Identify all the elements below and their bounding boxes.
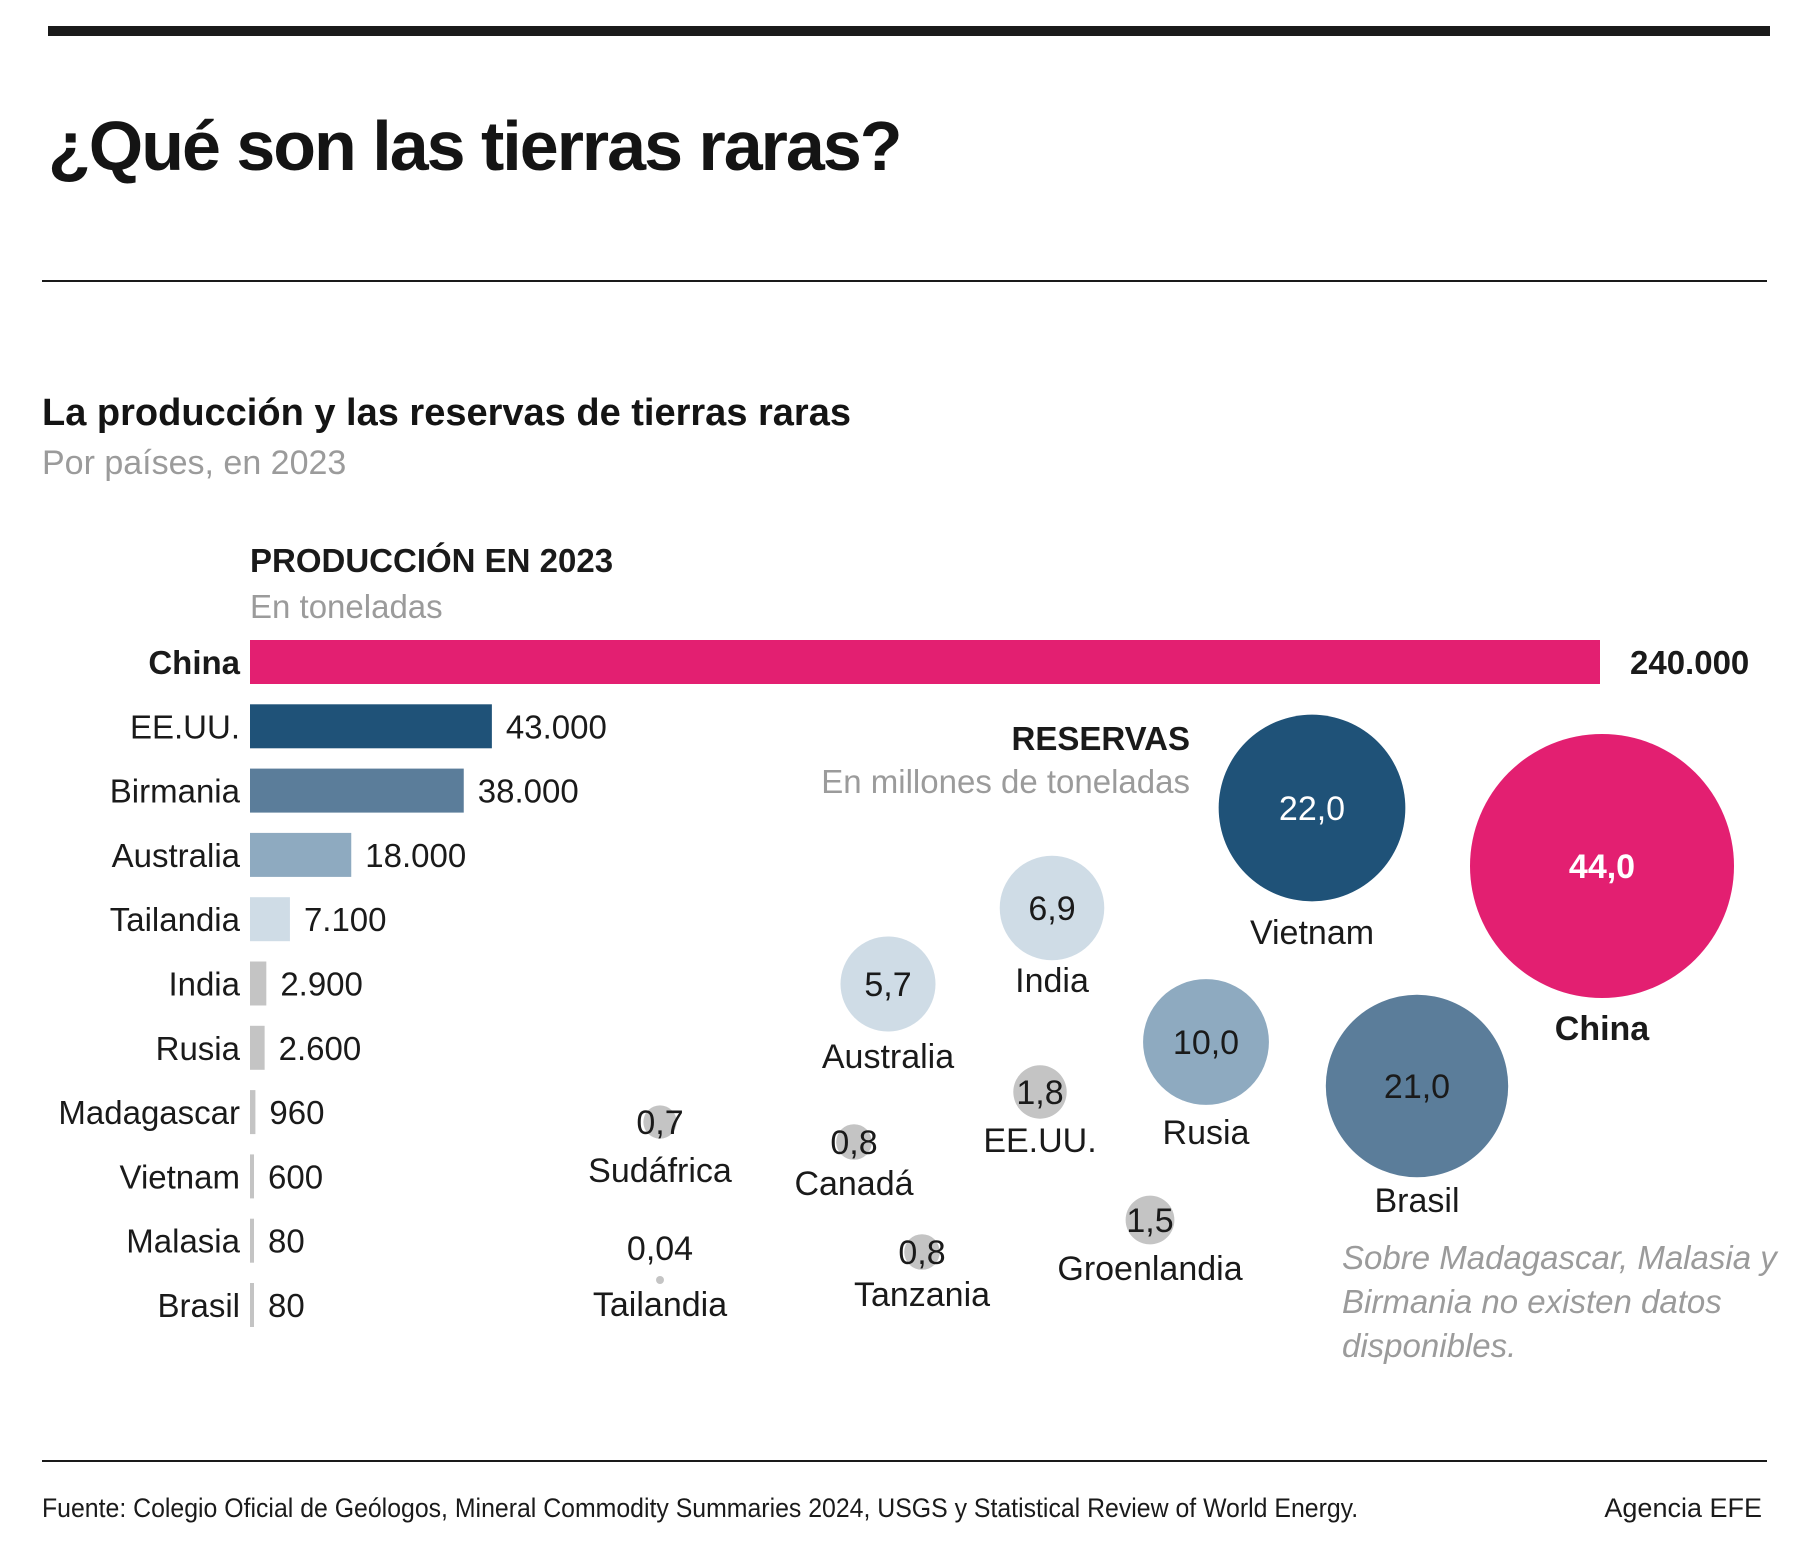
reserve-value-label: 22,0: [1279, 790, 1345, 828]
reserves-title: RESERVAS: [1011, 720, 1190, 757]
production-value-label: 43.000: [506, 708, 607, 745]
chart-title: La producción y las reservas de tierras …: [42, 392, 851, 434]
reserve-country-label: Sudáfrica: [588, 1152, 732, 1190]
reserve-country-label: Vietnam: [1250, 914, 1374, 952]
reserve-value-label: 0,8: [830, 1124, 877, 1162]
production-country-label: Brasil: [157, 1287, 240, 1324]
reserve-country-label: China: [1555, 1010, 1651, 1048]
reserve-country-label: Canadá: [794, 1165, 913, 1203]
reserve-value-label: 0,8: [898, 1234, 945, 1272]
missing-data-note: Sobre Madagascar, Malasia y Birmania no …: [1342, 1239, 1777, 1364]
production-unit: En toneladas: [250, 588, 443, 625]
reserve-country-label: Australia: [822, 1038, 954, 1076]
footer-divider: [42, 1460, 1767, 1462]
production-bar: [250, 768, 464, 813]
reserve-value-label: 1,5: [1126, 1202, 1173, 1240]
reserve-value-label: 21,0: [1384, 1068, 1450, 1106]
production-value-label: 18.000: [365, 837, 466, 874]
production-value-label: 960: [269, 1094, 324, 1131]
production-country-label: Vietnam: [120, 1158, 240, 1195]
production-country-label: Birmania: [110, 773, 241, 810]
reserve-country-label: Rusia: [1163, 1114, 1250, 1152]
production-bar: [250, 1025, 265, 1070]
production-value-label: 2.600: [279, 1030, 362, 1067]
production-bar: [250, 897, 290, 942]
production-title: PRODUCCIÓN EN 2023: [250, 542, 614, 579]
reserve-bubble: [1325, 994, 1509, 1178]
reserve-country-label: Brasil: [1374, 1182, 1459, 1220]
production-bar: [250, 640, 1600, 684]
reserves-unit: En millones de toneladas: [821, 763, 1190, 800]
production-value-label: 2.900: [280, 966, 363, 1003]
reserve-bubble: [999, 855, 1105, 961]
top-rule: [48, 26, 1770, 36]
production-bar: [250, 961, 267, 1006]
reserve-bubble: [836, 1124, 872, 1160]
reserve-bubble: [1125, 1195, 1175, 1245]
reserve-country-label: Tailandia: [593, 1286, 727, 1324]
reserve-value-label: 1,8: [1016, 1074, 1063, 1112]
production-bar: [250, 1090, 256, 1135]
reserve-bubble: [643, 1105, 677, 1139]
production-bar: [250, 1154, 254, 1199]
reserve-country-label: Groenlandia: [1057, 1250, 1242, 1288]
production-country-label: Australia: [112, 837, 241, 874]
title-divider: [42, 280, 1767, 282]
production-country-label: Rusia: [156, 1030, 241, 1067]
reserve-country-label: EE.UU.: [983, 1122, 1096, 1160]
production-country-label: Madagascar: [58, 1094, 240, 1131]
reserve-bubble: [1218, 714, 1406, 902]
reserve-value-label: 44,0: [1569, 848, 1635, 886]
production-country-label: EE.UU.: [130, 708, 240, 745]
reserve-bubble: [840, 936, 936, 1032]
production-value-label: 38.000: [478, 773, 579, 810]
chart-subtitle: Por países, en 2023: [42, 444, 347, 482]
page-title: ¿Qué son las tierras raras?: [48, 107, 903, 185]
source-text: Fuente: Colegio Oficial de Geólogos, Min…: [42, 1493, 1359, 1523]
reserve-value-label: 10,0: [1173, 1024, 1239, 1062]
production-country-label: Malasia: [126, 1223, 240, 1260]
production-bar: [250, 704, 492, 749]
reserve-bubble: [1143, 979, 1269, 1105]
production-bar: [250, 1283, 254, 1327]
production-bar: [250, 832, 352, 877]
production-country-label: Tailandia: [110, 901, 241, 938]
reserve-bubble: [656, 1276, 664, 1284]
reserve-country-label: Tanzania: [854, 1276, 990, 1314]
production-bar: [250, 1218, 254, 1263]
reserve-bubble: [904, 1234, 940, 1270]
reserve-value-label: 6,9: [1028, 890, 1075, 928]
production-value-label: 7.100: [304, 901, 387, 938]
reserve-bubble: [1013, 1065, 1067, 1119]
reserve-country-label: India: [1015, 962, 1089, 1000]
reserve-value-label: 0,7: [636, 1104, 683, 1142]
production-value-label: 600: [268, 1158, 323, 1195]
reserve-value-label: 5,7: [864, 966, 911, 1004]
reserve-value-label: 0,04: [627, 1230, 693, 1268]
production-country-label: India: [168, 966, 240, 1003]
production-value-label: 80: [268, 1287, 305, 1324]
production-value-label: 240.000: [1630, 644, 1749, 681]
credit-text: Agencia EFE: [1604, 1493, 1762, 1523]
production-country-label: China: [148, 644, 240, 681]
production-value-label: 80: [268, 1223, 305, 1260]
reserve-bubble: [1470, 734, 1734, 998]
